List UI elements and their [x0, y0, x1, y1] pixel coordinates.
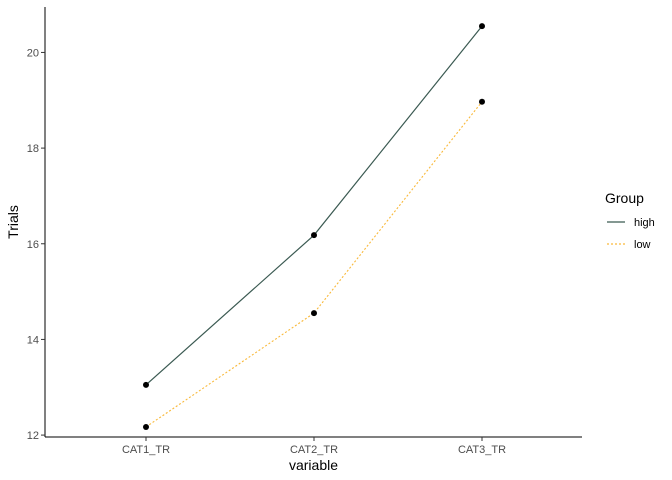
y-tick-label: 16 [27, 239, 39, 251]
legend-items: high low [607, 217, 655, 251]
legend-title: Group [605, 190, 644, 206]
data-point-high [143, 381, 149, 388]
y-axis-ticks: 12 14 16 18 20 [27, 47, 45, 442]
data-point-high [311, 232, 317, 239]
series-line-high [145, 25, 483, 386]
y-tick-label: 14 [27, 334, 39, 346]
y-tick-label: 20 [27, 47, 39, 59]
legend: Group high low [605, 190, 655, 251]
data-point-low [143, 423, 149, 430]
x-tick-label: CAT3_TR [458, 444, 506, 456]
data-point-low [311, 310, 317, 317]
legend-label-low: low [634, 239, 651, 251]
legend-label-high: high [634, 217, 655, 229]
x-axis-ticks: CAT1_TR CAT2_TR CAT3_TR [122, 437, 506, 456]
series-line-low [145, 101, 483, 428]
points-layer [143, 23, 485, 430]
y-tick-label: 18 [27, 143, 39, 155]
y-axis-title: Trials [5, 205, 21, 239]
x-axis-title: variable [289, 457, 338, 473]
x-tick-label: CAT1_TR [122, 444, 170, 456]
y-tick-label: 12 [27, 430, 39, 442]
data-point-low [479, 98, 485, 105]
data-point-high [479, 23, 485, 30]
series-layer [145, 25, 483, 428]
x-tick-label: CAT2_TR [290, 444, 338, 456]
